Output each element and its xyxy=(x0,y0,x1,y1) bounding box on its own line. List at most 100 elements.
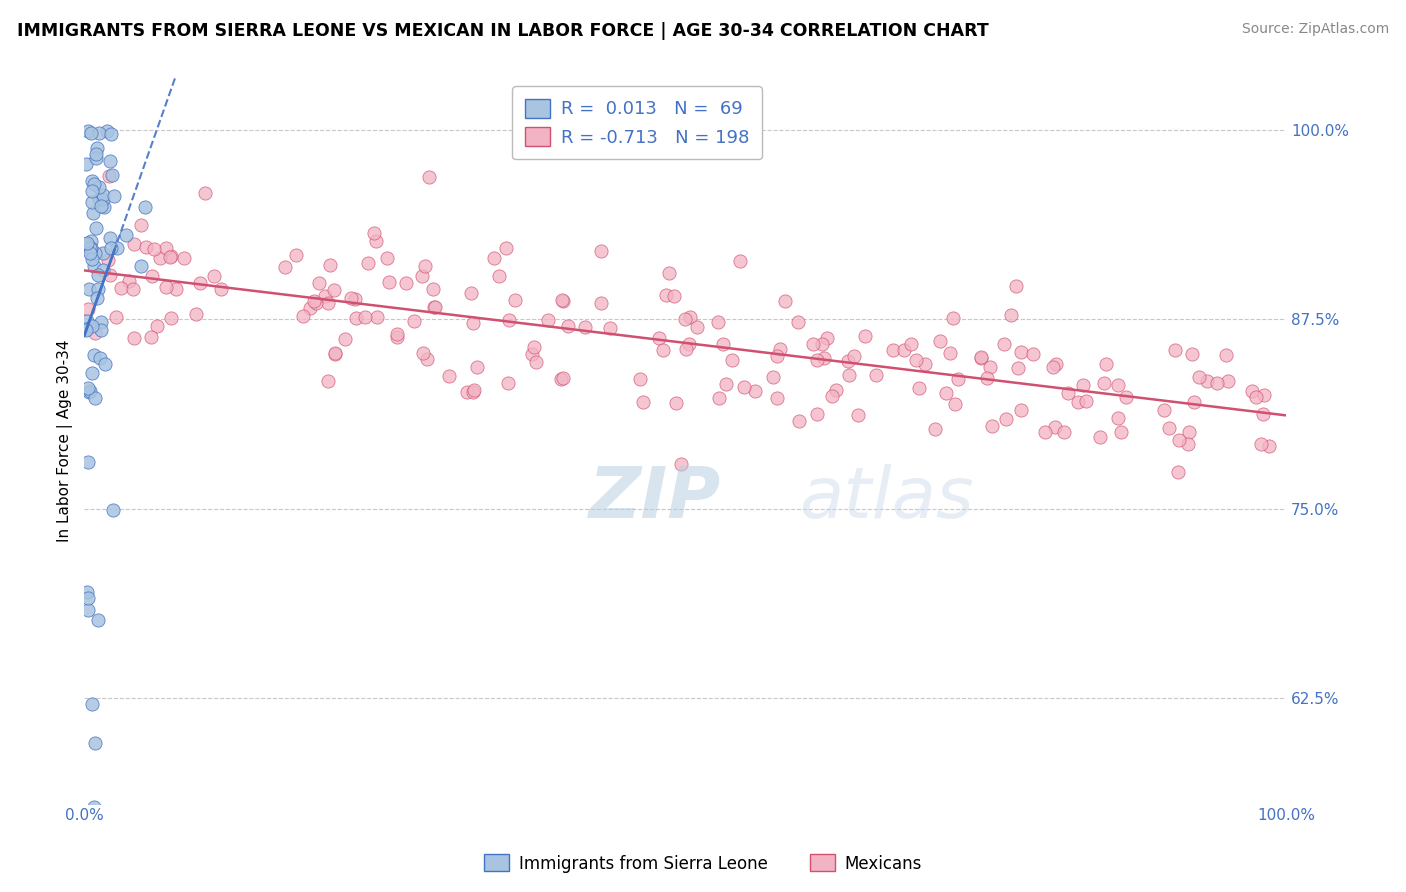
Point xyxy=(84,151,107,165)
Point xyxy=(711,336,734,351)
Point xyxy=(91,187,114,202)
Point xyxy=(160,249,183,263)
Point xyxy=(75,323,97,337)
Point xyxy=(121,282,143,296)
Point xyxy=(1010,345,1032,359)
Point xyxy=(103,189,125,203)
Point xyxy=(122,236,145,251)
Point xyxy=(550,371,572,385)
Point xyxy=(1251,407,1274,421)
Point xyxy=(344,310,367,325)
Point xyxy=(333,333,356,347)
Point xyxy=(1042,360,1064,375)
Point xyxy=(115,227,138,242)
Point xyxy=(769,343,792,357)
Point xyxy=(418,169,440,184)
Point xyxy=(100,168,122,182)
Point xyxy=(141,330,163,344)
Point xyxy=(574,319,596,334)
Point xyxy=(83,736,105,750)
Point xyxy=(1109,425,1132,440)
Point xyxy=(86,292,108,306)
Point xyxy=(938,345,960,359)
Point xyxy=(457,385,479,400)
Point xyxy=(82,319,104,334)
Point xyxy=(976,371,998,385)
Point xyxy=(1164,343,1187,357)
Point xyxy=(292,309,315,323)
Point xyxy=(129,259,152,273)
Point xyxy=(905,353,928,368)
Point xyxy=(134,200,156,214)
Point xyxy=(482,251,505,265)
Point xyxy=(188,277,211,291)
Y-axis label: In Labor Force | Age 30-34: In Labor Force | Age 30-34 xyxy=(58,339,73,541)
Point xyxy=(1045,357,1067,371)
Point xyxy=(77,591,100,606)
Point xyxy=(1182,395,1205,409)
Text: Source: ZipAtlas.com: Source: ZipAtlas.com xyxy=(1241,22,1389,37)
Point xyxy=(204,268,226,283)
Point xyxy=(319,258,342,272)
Point xyxy=(766,391,789,405)
Point xyxy=(806,407,828,421)
Point xyxy=(707,391,730,405)
Point xyxy=(496,376,519,391)
Point xyxy=(122,331,145,345)
Point xyxy=(970,350,993,364)
Point xyxy=(648,331,671,345)
Point xyxy=(842,349,865,363)
Point xyxy=(665,396,688,410)
Point xyxy=(82,206,104,220)
Point xyxy=(76,314,98,328)
Point xyxy=(98,153,121,168)
Point xyxy=(385,329,408,343)
Point xyxy=(354,310,377,324)
Point xyxy=(1000,309,1022,323)
Point xyxy=(460,285,482,300)
Point xyxy=(84,147,107,161)
Point xyxy=(96,124,118,138)
Point xyxy=(284,248,307,262)
Point xyxy=(97,169,120,183)
Point xyxy=(1250,437,1272,451)
Point xyxy=(412,345,434,359)
Point xyxy=(80,184,103,198)
Point xyxy=(865,368,887,383)
Legend: R =  0.013   N =  69, R = -0.713   N = 198: R = 0.013 N = 69, R = -0.713 N = 198 xyxy=(512,87,762,160)
Point xyxy=(1010,403,1032,417)
Point xyxy=(87,193,110,207)
Point xyxy=(495,241,517,255)
Point xyxy=(907,381,929,395)
Point xyxy=(80,697,103,711)
Point xyxy=(733,380,755,394)
Point xyxy=(91,246,114,260)
Point xyxy=(1107,378,1129,392)
Point xyxy=(488,268,510,283)
Point xyxy=(89,126,111,140)
Point xyxy=(995,412,1018,426)
Point xyxy=(846,408,869,422)
Point xyxy=(98,268,121,282)
Point xyxy=(79,244,101,258)
Point xyxy=(402,314,425,328)
Point xyxy=(305,296,328,310)
Point xyxy=(318,374,340,388)
Point xyxy=(77,385,100,400)
Point xyxy=(1033,425,1056,440)
Point xyxy=(423,300,446,314)
Point xyxy=(900,337,922,351)
Point xyxy=(1177,436,1199,450)
Point xyxy=(100,127,122,141)
Point xyxy=(762,370,785,384)
Point xyxy=(344,292,367,306)
Text: IMMIGRANTS FROM SIERRA LEONE VS MEXICAN IN LABOR FORCE | AGE 30-34 CORRELATION C: IMMIGRANTS FROM SIERRA LEONE VS MEXICAN … xyxy=(17,22,988,40)
Point xyxy=(1153,402,1175,417)
Point xyxy=(385,326,408,341)
Point xyxy=(316,296,339,310)
Point xyxy=(773,293,796,308)
Point xyxy=(1195,374,1218,388)
Point xyxy=(1088,430,1111,444)
Point xyxy=(395,276,418,290)
Point xyxy=(1095,357,1118,371)
